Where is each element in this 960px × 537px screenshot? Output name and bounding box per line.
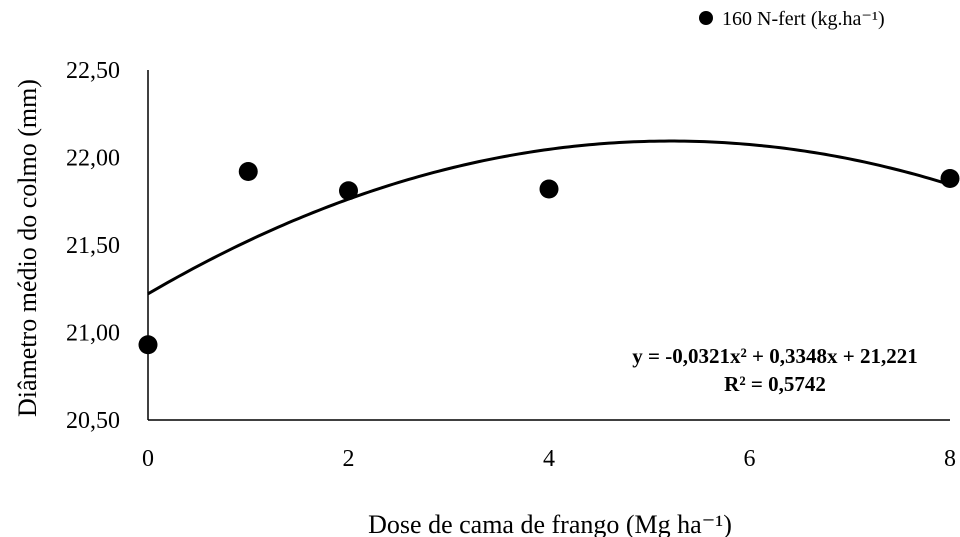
- y-tick-labels: 20,50 21,00 21,50 22,00 22,50: [66, 58, 120, 434]
- x-axis-title: Dose de cama de frango (Mg ha⁻¹): [368, 510, 732, 537]
- y-tick-label: 22,50: [66, 58, 120, 84]
- x-tick-label: 2: [343, 446, 355, 472]
- y-tick-label: 22,00: [66, 146, 120, 172]
- data-point: [539, 179, 559, 199]
- x-tick-label: 4: [543, 446, 555, 472]
- data-point: [339, 181, 358, 201]
- x-tick-label: 0: [142, 446, 154, 472]
- y-tick-label: 20,50: [66, 408, 120, 434]
- data-points: [138, 162, 960, 355]
- x-tick-labels: 0 2 4 6 8: [142, 446, 956, 472]
- x-tick-label: 8: [944, 446, 956, 472]
- data-point: [138, 335, 158, 355]
- trendline-r-squared: R² = 0,5742: [724, 372, 826, 396]
- y-axis-title: Diâmetro médio do colmo (mm): [13, 79, 42, 417]
- data-point: [238, 162, 258, 181]
- trendline-curve: [147, 139, 951, 296]
- y-tick-label: 21,50: [66, 233, 120, 259]
- legend: 160 N-fert (kg.ha⁻¹): [699, 8, 885, 30]
- data-point: [940, 169, 960, 188]
- y-tick-label: 21,00: [66, 321, 120, 347]
- trendline-equation: y = -0,0321x² + 0,3348x + 21,221: [632, 344, 917, 368]
- x-tick-label: 6: [744, 446, 756, 472]
- legend-label: 160 N-fert (kg.ha⁻¹): [722, 8, 885, 30]
- legend-marker: [699, 11, 713, 25]
